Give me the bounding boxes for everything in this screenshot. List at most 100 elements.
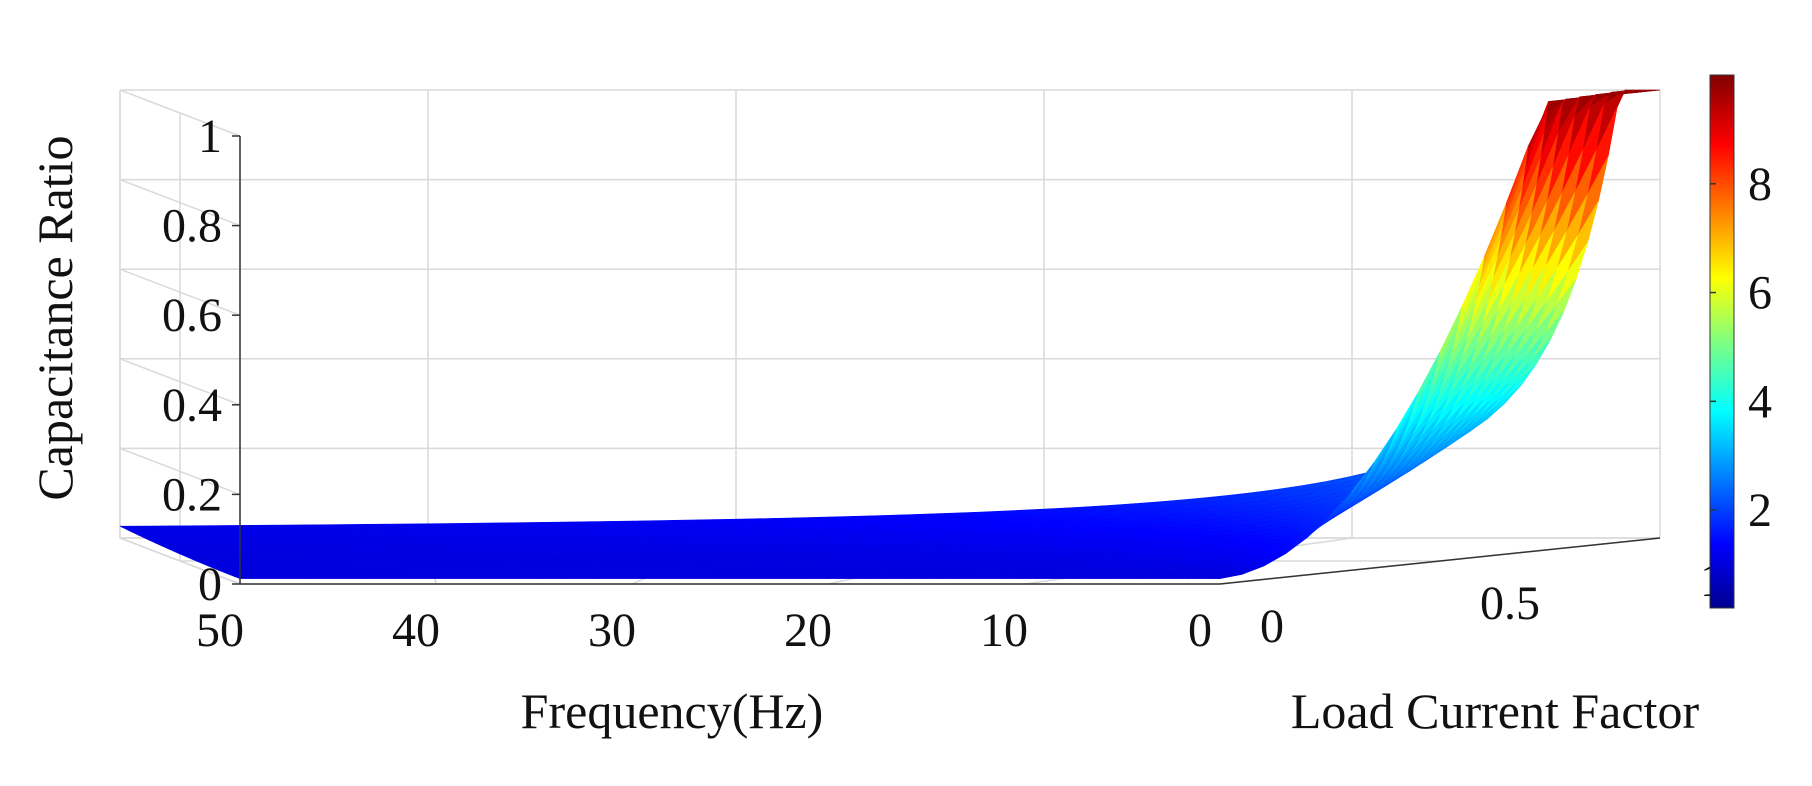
surface-patch [529, 549, 569, 554]
surface-patch [311, 561, 353, 565]
surface-patch [298, 576, 337, 579]
surface-patch [486, 568, 520, 572]
surface-patch [241, 563, 285, 568]
surface-patch [455, 571, 488, 575]
x-tick-label: 30 [588, 604, 636, 657]
surface-patch [295, 547, 341, 552]
y-axis-label: Load Current Factor [1291, 683, 1700, 739]
surface-patch [632, 568, 667, 572]
surface-patch [382, 555, 422, 560]
surface-patch [485, 571, 518, 575]
x-tick-label: 40 [392, 604, 440, 657]
surface-patch [388, 566, 424, 570]
surface [119, 89, 1661, 579]
surface-patch [360, 573, 396, 577]
surface-patch [421, 561, 457, 565]
colorbar-tick-label: 4 [1748, 375, 1772, 428]
surface-patch [161, 545, 212, 550]
surface-patch [290, 571, 330, 575]
surface-patch [308, 558, 351, 562]
surface-patch [538, 575, 571, 579]
surface-patch [257, 571, 298, 575]
surface-patch [328, 573, 365, 577]
surface-patch [492, 552, 531, 557]
surface-patch [421, 563, 457, 567]
surface-patch [608, 566, 643, 570]
surface-patch [227, 573, 268, 577]
surface-patch [419, 555, 458, 560]
surface-patch [167, 548, 217, 552]
surface-patch [592, 555, 631, 559]
surface-patch [377, 547, 420, 552]
surface-patch [179, 553, 227, 557]
surface-patch [525, 555, 564, 559]
z-tick-label: 0.8 [162, 200, 222, 253]
z-tick-label: 0.6 [162, 289, 222, 342]
surface-patch [543, 571, 578, 575]
surface-patch [561, 552, 601, 557]
surface-patch [595, 573, 629, 577]
surface-patch [493, 549, 532, 554]
surface-patch [624, 554, 664, 559]
surface-patch [551, 563, 588, 567]
surface-patch [585, 560, 623, 565]
z-tick-label: 0.4 [162, 379, 222, 432]
surface-patch [386, 563, 424, 567]
surface-patch [595, 552, 635, 556]
surface-patch [455, 568, 489, 572]
surface-patch [455, 563, 491, 567]
surface-patch [351, 563, 390, 567]
surface-patch [269, 558, 314, 562]
surface-patch [588, 557, 627, 562]
surface-patch [392, 573, 426, 577]
z-tick-label: 1 [198, 110, 222, 163]
surface-patch [511, 575, 543, 579]
surface-patch [541, 573, 574, 577]
surface-patch [305, 556, 348, 560]
surface-patch [656, 554, 694, 559]
grid-line-z [119, 178, 1660, 227]
surface-patch [546, 568, 581, 572]
y-tick-label: 0 [1260, 600, 1284, 653]
surface-patch [628, 571, 661, 575]
x-tick-label: 10 [980, 604, 1028, 657]
surface-patch [527, 552, 566, 557]
z-axis-label: Capacitance Ratio [27, 135, 83, 500]
x-tick-label: 20 [784, 604, 832, 657]
surface-patch [394, 576, 427, 579]
surface-patch [211, 548, 260, 552]
surface-patch [221, 571, 263, 575]
surface-patch [660, 551, 700, 556]
surface-patch [155, 542, 207, 547]
surface-patch [278, 563, 321, 567]
surface-patch [246, 566, 289, 570]
grid-line-z [119, 89, 1660, 137]
surface-patch [244, 542, 294, 547]
surface-patch [274, 561, 317, 565]
surface-patch [417, 547, 458, 551]
surface-patch [628, 552, 668, 556]
surface-patch [332, 542, 378, 546]
surface-patch [363, 576, 398, 579]
surface-patch [565, 575, 599, 579]
y-tick-label: 0.5 [1480, 577, 1540, 630]
surface-patch [455, 575, 486, 579]
surface-patch [599, 571, 634, 575]
axes [239, 136, 1661, 585]
surface-patch [646, 560, 683, 564]
surface-patch [425, 576, 456, 579]
x-axis-ticks: 50 40 30 20 10 0 [196, 604, 1212, 657]
surface-patch [346, 558, 387, 562]
surface-patch [572, 571, 607, 575]
surface-patch [206, 545, 256, 549]
surface-patch [642, 563, 678, 567]
surface-patch [423, 568, 457, 572]
surface-patch [522, 560, 559, 565]
surface-patch [575, 568, 611, 572]
surface-patch [651, 557, 689, 562]
surface-patch [294, 573, 334, 577]
z-tick-label: 0 [198, 558, 222, 611]
surface-patch [348, 561, 388, 565]
surface-patch [215, 568, 258, 572]
grid-layer [119, 89, 1661, 585]
